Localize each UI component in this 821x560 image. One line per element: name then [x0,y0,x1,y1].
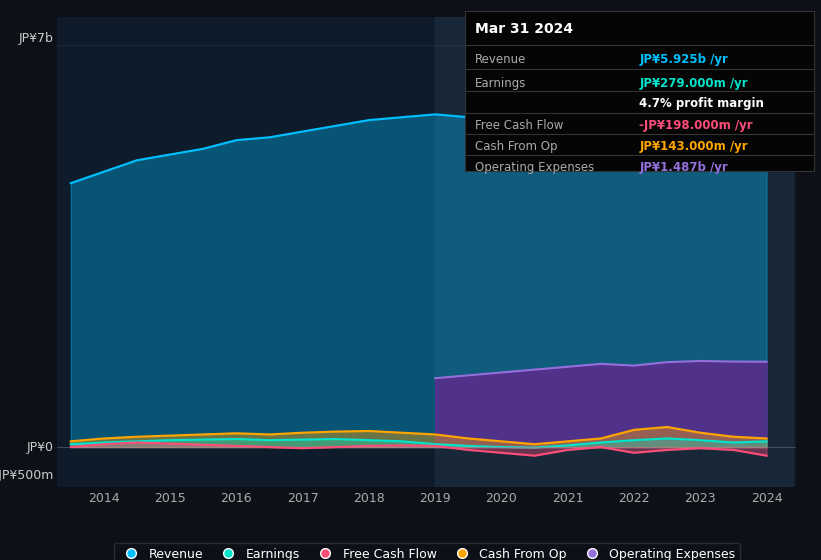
Text: Earnings: Earnings [475,77,526,90]
Text: -JP¥198.000m /yr: -JP¥198.000m /yr [639,119,753,132]
Text: Mar 31 2024: Mar 31 2024 [475,22,573,36]
Text: JP¥7b: JP¥7b [19,32,54,45]
Text: JP¥0: JP¥0 [27,441,54,454]
Legend: Revenue, Earnings, Free Cash Flow, Cash From Op, Operating Expenses: Revenue, Earnings, Free Cash Flow, Cash … [113,543,741,560]
Text: Cash From Op: Cash From Op [475,139,557,153]
Text: 4.7% profit margin: 4.7% profit margin [639,97,764,110]
Bar [435,17,793,487]
Text: JP¥1.487b /yr: JP¥1.487b /yr [639,161,728,174]
Text: Revenue: Revenue [475,53,526,66]
Text: Free Cash Flow: Free Cash Flow [475,119,563,132]
Text: JP¥143.000m /yr: JP¥143.000m /yr [639,139,748,153]
Text: -JP¥500m: -JP¥500m [0,469,54,482]
Text: JP¥5.925b /yr: JP¥5.925b /yr [639,53,728,66]
Text: JP¥279.000m /yr: JP¥279.000m /yr [639,77,748,90]
Text: Operating Expenses: Operating Expenses [475,161,594,174]
